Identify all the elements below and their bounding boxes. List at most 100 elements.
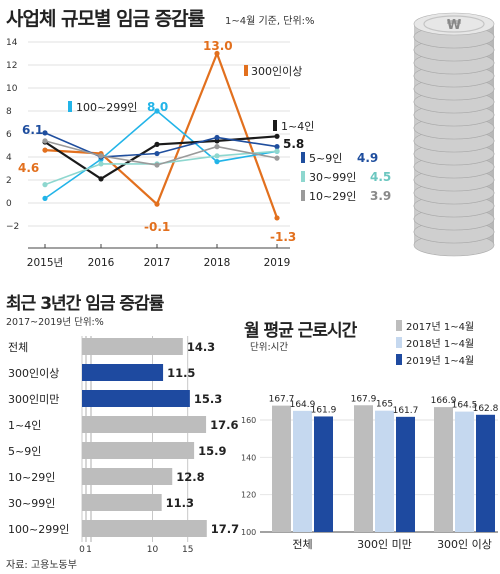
y-tick-label: 140 [241,453,256,462]
legend-label: 2019년 1~4월 [406,355,474,367]
bar [82,390,190,407]
category-label: 1~4인 [8,419,41,432]
x-tick-label: 2015년 [27,257,63,269]
y-tick-label: 14 [6,38,18,48]
bar-value-label: 15.9 [198,444,226,458]
bar-value-label: 14.3 [187,340,215,354]
y-tick-label: 4 [6,153,12,163]
y-tick-label: 12 [6,61,17,71]
callout-label: 100~299인 [76,101,137,114]
category-label: 300인 이상 [437,538,492,551]
callout-label: 300인이상 [251,65,302,78]
callout-300plus: 300인이상 [244,65,302,78]
bar-value-label: 162.8 [473,404,499,414]
axis-break [86,336,91,542]
point-label: 4.6 [18,161,39,175]
callout-label: 30~99인 [309,171,356,184]
legend-swatch [396,337,402,348]
legend-label: 2017년 1~4월 [406,321,474,333]
data-point [42,195,48,201]
point-label: 6.1 [22,123,43,137]
callout-value: 3.9 [370,189,391,203]
y-tick-label: 160 [241,416,256,425]
series-line-300인이상 [44,50,279,219]
horizontal-bar-chart: 0 1 10 15 전체 14.3 300인이상 11.5 300인미만 15.3 1~4인 17.… [8,336,239,555]
source-note: 자료: 고용노동부 [6,560,77,571]
category-label: 전체 [292,538,312,551]
data-point [274,148,280,154]
callout-value: 4.5 [370,170,391,184]
bar-value-label: 167.9 [351,394,377,404]
data-point [98,153,104,159]
y-tick-label: 2 [6,176,12,186]
data-point [154,150,160,157]
category-label: 300인미만 [8,393,59,406]
bar [455,411,474,532]
callout-label: 1~4인 [281,120,314,133]
category-label: 100~299인 [8,523,69,536]
bar-value-label: 164.9 [290,400,316,410]
bar-value-label: 17.6 [210,418,238,432]
data-point [214,134,220,141]
data-point [214,50,220,57]
group-chart-note: 단위:시간 [250,342,289,353]
category-label: 5~9인 [8,445,41,458]
bar [396,416,415,532]
data-point [98,176,104,182]
callout-10-29: 10~29인 3.9 [301,189,391,203]
data-point [42,130,48,136]
data-point [154,162,160,168]
x-tick-label: 2016 [88,257,115,269]
legend-swatch [396,320,402,331]
bar [82,338,183,355]
y-tick-label: 0 [6,199,12,209]
point-label: 13.0 [203,39,233,53]
category-label: 300인이상 [8,367,59,380]
y-tick-label: 120 [241,491,256,500]
category-label: 10~29인 [8,471,55,484]
data-point [154,108,160,114]
bar [272,405,291,532]
callout-label: 5~9인 [309,152,342,165]
bar [82,416,207,433]
bar [314,416,333,532]
bar-value-label: 17.7 [211,522,239,536]
callout-marker [244,65,248,76]
y-tick-label: 100 [241,528,256,537]
bar-chart-note: 2017~2019년 단위:% [6,317,104,328]
data-point [42,138,48,144]
bar-chart-title: 최근 3년간 임금 증감률 [6,294,164,314]
x-tick-label: 2017 [144,257,171,269]
data-point [42,182,48,188]
bar [82,520,207,537]
group-chart-title: 월 평균 근로시간 [244,321,357,341]
bar [476,414,495,532]
bar-value-label: 12.8 [176,470,204,484]
bar-value-label: 165 [376,400,393,410]
callout-1-4: 1~4인 5.8 [273,120,314,151]
won-sign: ₩ [447,18,462,33]
bar-value-label: 164.5 [452,401,478,411]
x-tick-label: 2019 [264,257,291,269]
coin-stack-icon: ₩ [413,12,495,257]
line-chart: 2015년 2016 2017 2018 2019 14 12 10 8 6 4 2 0 −2 300인… [6,38,391,269]
bar [375,410,394,532]
point-label: -0.1 [144,220,170,234]
grouped-bar-chart: 2017년 1~4월 2018년 1~4월 2019년 1~4월 160 140 120… [241,320,499,551]
x-tick-label: 2018 [204,257,231,269]
category-label: 30~99인 [8,497,55,510]
line-chart-title: 사업체 규모별 임금 증감률 [6,8,205,30]
legend-swatch [396,354,402,365]
data-point [214,153,220,159]
callout-30-99: 30~99인 4.5 [301,170,391,184]
bar [354,405,373,532]
bar-value-label: 11.3 [166,496,194,510]
callout-value: 8.0 [147,100,168,114]
coin-face [423,15,485,33]
bar-value-label: 166.9 [431,396,457,406]
legend-label: 2018년 1~4월 [406,338,474,350]
category-label: 전체 [8,341,28,354]
data-point [274,133,280,139]
x-tick-label: 1 [86,545,92,555]
bar-value-label: 161.9 [311,405,337,415]
